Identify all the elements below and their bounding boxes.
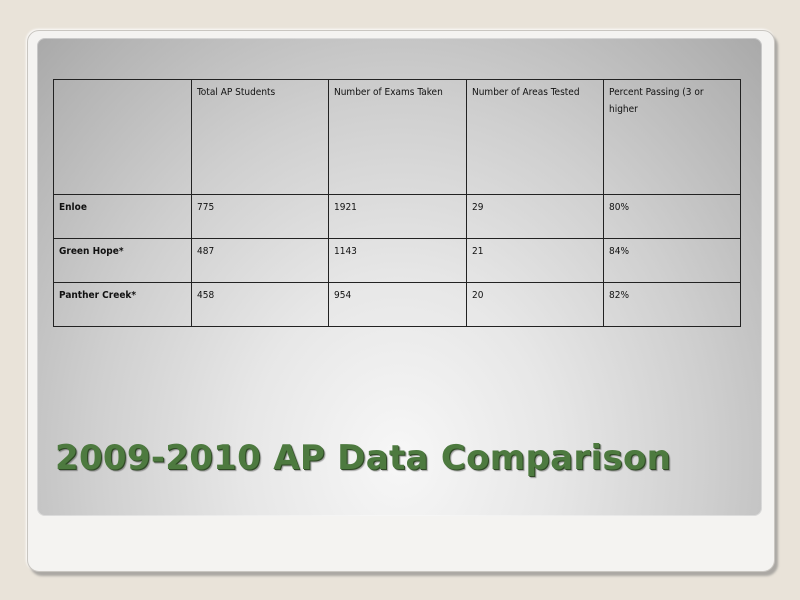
table-cell: 1921 — [328, 194, 467, 239]
table-header-cell: Number of Exams Taken — [328, 79, 467, 195]
school-name-cell: Panther Creek* — [53, 282, 192, 327]
table-row: Green Hope* 487 1143 21 84% — [53, 238, 741, 283]
table-header-cell: Total AP Students — [191, 79, 329, 195]
table-cell: 775 — [191, 194, 329, 239]
table-cell: 458 — [191, 282, 329, 327]
table-cell: 954 — [328, 282, 467, 327]
table-header-row: Total AP Students Number of Exams Taken … — [53, 79, 741, 195]
table-header-cell: Percent Passing (3 or higher — [603, 79, 741, 195]
table-cell: 1143 — [328, 238, 467, 283]
table-row: Enloe 775 1921 29 80% — [53, 194, 741, 239]
table-row: Panther Creek* 458 954 20 82% — [53, 282, 741, 327]
school-name-cell: Enloe — [53, 194, 192, 239]
school-name-cell: Green Hope* — [53, 238, 192, 283]
table-cell: 29 — [466, 194, 604, 239]
table-cell: 21 — [466, 238, 604, 283]
ap-data-table: Total AP Students Number of Exams Taken … — [53, 79, 741, 327]
table-cell: 20 — [466, 282, 604, 327]
table-cell: 82% — [603, 282, 741, 327]
table-cell: 80% — [603, 194, 741, 239]
table-header-cell: Number of Areas Tested — [466, 79, 604, 195]
slide-title: 2009-2010 AP Data Comparison — [55, 438, 672, 478]
table-cell: 84% — [603, 238, 741, 283]
table-cell: 487 — [191, 238, 329, 283]
table-header-cell — [53, 79, 192, 195]
